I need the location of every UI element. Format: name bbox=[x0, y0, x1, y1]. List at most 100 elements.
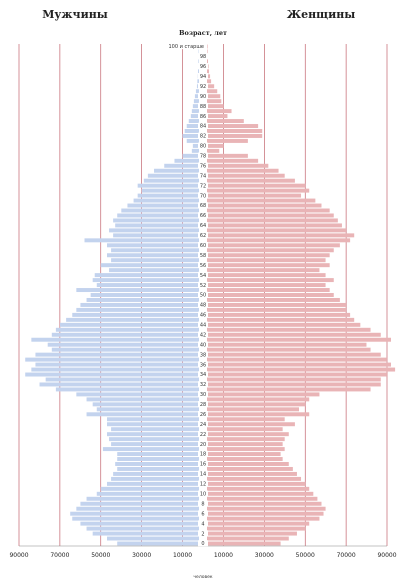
x-tick-label: 70000 bbox=[337, 552, 356, 559]
male-bar bbox=[117, 457, 199, 462]
male-bar bbox=[141, 188, 199, 193]
male-bar bbox=[100, 263, 199, 268]
male-bar bbox=[121, 208, 199, 213]
age-label-bg bbox=[198, 182, 208, 189]
male-bar bbox=[90, 293, 199, 297]
female-bar bbox=[207, 302, 347, 307]
female-bar bbox=[207, 49, 208, 54]
male-bar bbox=[55, 387, 200, 392]
male-bar bbox=[137, 193, 199, 198]
x-tick-label: 50000 bbox=[296, 552, 315, 559]
male-bar bbox=[96, 283, 199, 288]
female-bar bbox=[207, 531, 297, 536]
male-bar bbox=[109, 228, 199, 233]
male-bar bbox=[109, 437, 199, 442]
male-bar bbox=[174, 158, 199, 163]
male-bar bbox=[137, 183, 199, 188]
age-label-bg bbox=[198, 341, 208, 348]
male-bar bbox=[31, 367, 199, 372]
male-bar bbox=[70, 511, 199, 516]
male-bar bbox=[186, 138, 199, 143]
female-bar bbox=[207, 124, 259, 128]
female-bar bbox=[207, 307, 347, 312]
female-bar bbox=[207, 402, 306, 407]
female-bar bbox=[207, 278, 334, 283]
age-label-bg bbox=[198, 540, 208, 547]
age-tick-label: 44 bbox=[200, 323, 206, 329]
male-bar bbox=[107, 536, 199, 541]
male-bar bbox=[194, 94, 199, 99]
female-bar bbox=[207, 208, 330, 213]
male-bar bbox=[198, 59, 199, 64]
male-bar bbox=[76, 392, 199, 397]
male-bar bbox=[86, 397, 199, 402]
female-bar bbox=[207, 342, 367, 347]
female-bar bbox=[207, 347, 371, 352]
age-tick-label: 4 bbox=[201, 521, 204, 527]
female-bar bbox=[207, 79, 212, 84]
age-label-bg bbox=[198, 192, 208, 199]
age-labels: 100 и старше9896949290888684828078767472… bbox=[167, 43, 208, 547]
female-bar bbox=[207, 367, 396, 372]
age-label-bg bbox=[198, 82, 208, 89]
age-label-bg bbox=[198, 460, 208, 467]
age-tick-label: 84 bbox=[200, 124, 206, 130]
male-bar bbox=[51, 332, 199, 337]
male-bar bbox=[39, 382, 200, 387]
female-bar bbox=[207, 258, 326, 263]
male-bar bbox=[107, 417, 199, 422]
age-tick-label: 74 bbox=[200, 173, 206, 179]
male-bar bbox=[113, 218, 199, 223]
male-bar bbox=[35, 362, 199, 367]
age-tick-label: 32 bbox=[200, 382, 206, 388]
female-bar bbox=[207, 362, 391, 367]
female-bar bbox=[207, 99, 222, 104]
age-tick-label: 70 bbox=[200, 193, 206, 199]
female-bar bbox=[207, 273, 326, 278]
male-bar bbox=[107, 481, 199, 486]
age-label-bg bbox=[198, 122, 208, 129]
male-bar bbox=[55, 327, 200, 332]
female-bar bbox=[207, 293, 334, 297]
female-bar bbox=[207, 253, 330, 258]
female-bar bbox=[207, 332, 381, 337]
age-tick-label: 30 bbox=[200, 392, 206, 398]
male-bar bbox=[111, 476, 199, 481]
male-bar bbox=[191, 148, 199, 153]
age-label-bg bbox=[198, 430, 208, 437]
female-bar bbox=[207, 491, 314, 496]
age-tick-label: 42 bbox=[200, 332, 206, 338]
male-bar bbox=[96, 491, 199, 496]
age-label-bg bbox=[198, 222, 208, 229]
age-tick-label: 12 bbox=[200, 482, 206, 488]
female-bar bbox=[207, 447, 285, 452]
age-label-bg bbox=[198, 351, 208, 358]
male-bar bbox=[190, 114, 199, 119]
male-bar bbox=[196, 84, 199, 89]
age-label-bg bbox=[198, 410, 208, 417]
age-label-bg bbox=[198, 450, 208, 457]
age-label-bg bbox=[198, 291, 208, 298]
male-bar bbox=[25, 372, 199, 377]
male-bar bbox=[107, 422, 199, 427]
female-bar bbox=[207, 143, 224, 148]
female-bar bbox=[207, 471, 297, 476]
age-label-bg bbox=[198, 440, 208, 447]
age-tick-label: 96 bbox=[200, 64, 206, 70]
age-tick-label: 68 bbox=[200, 203, 206, 209]
age-label-bg bbox=[198, 301, 208, 308]
male-bar bbox=[66, 317, 199, 322]
female-bar bbox=[207, 283, 326, 288]
age-label-bg bbox=[198, 381, 208, 388]
female-bar bbox=[207, 133, 263, 138]
male-bar bbox=[47, 342, 199, 347]
female-bar bbox=[207, 104, 224, 109]
x-unit-label: человек bbox=[193, 575, 212, 580]
female-bar bbox=[207, 312, 351, 317]
male-bar bbox=[197, 69, 199, 74]
male-bar bbox=[86, 412, 199, 417]
female-bar bbox=[207, 173, 285, 178]
male-bar bbox=[117, 213, 199, 218]
male-bar bbox=[154, 168, 199, 173]
